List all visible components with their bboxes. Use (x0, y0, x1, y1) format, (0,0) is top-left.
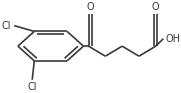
Text: O: O (152, 2, 160, 12)
Text: OH: OH (165, 34, 180, 44)
Text: O: O (86, 2, 94, 12)
Text: Cl: Cl (28, 81, 37, 92)
Text: Cl: Cl (1, 21, 11, 31)
